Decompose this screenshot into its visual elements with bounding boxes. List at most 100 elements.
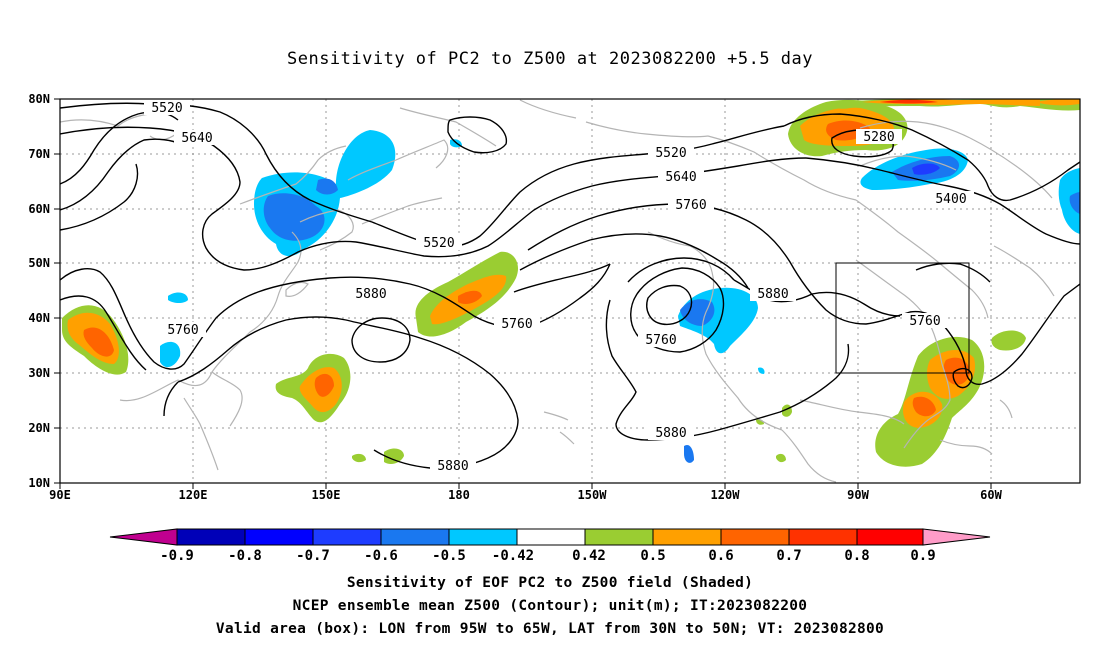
lat-label: 30N: [28, 366, 50, 380]
negative-shade-region: [160, 341, 181, 368]
colorbar-label: -0.6: [364, 548, 398, 564]
svg-text:5880: 5880: [437, 459, 468, 474]
contour-label: 5760: [668, 197, 714, 213]
positive-shade-region: [314, 373, 334, 397]
negative-shade-region: [1058, 168, 1080, 234]
lat-label: 40N: [28, 311, 50, 325]
contour-label: 5760: [638, 332, 684, 348]
svg-text:5520: 5520: [151, 101, 182, 116]
map-panel: 80N 70N 60N 50N 40N 30N 20N 10N 90E 120E…: [28, 92, 1081, 502]
contour-label: 5760: [494, 316, 540, 332]
positive-shade-region: [352, 453, 366, 463]
colorbar-segment: [244, 528, 314, 546]
negative-shade-region: [263, 193, 325, 241]
svg-text:5760: 5760: [501, 317, 532, 332]
lat-label: 10N: [28, 476, 50, 490]
contour-label: 5280: [856, 129, 902, 145]
map-frame: [59, 98, 1081, 484]
positive-shade-region: [776, 453, 786, 463]
colorbar-label: 0.42: [572, 548, 606, 564]
svg-text:5520: 5520: [423, 236, 454, 251]
colorbar-segment: [176, 528, 246, 546]
colorbar-label: -0.5: [432, 548, 466, 564]
colorbar-segment: [516, 528, 586, 546]
negative-shade-region: [758, 367, 765, 374]
positive-shade-region: [458, 290, 482, 304]
colorbar-label: 0.9: [910, 548, 935, 564]
contour-label: 5520: [144, 100, 190, 116]
contour-label: 5760: [160, 322, 206, 338]
lon-label: 120E: [179, 488, 208, 502]
negative-shade-region: [684, 444, 694, 463]
positive-shade-region: [991, 330, 1026, 351]
contour-label: 5640: [174, 130, 220, 146]
colorbar: -0.9 -0.8 -0.7 -0.6 -0.5 -0.42 0.42 0.5 …: [109, 528, 991, 564]
caption-line-3: Valid area (box): LON from 95W to 65W, L…: [215, 621, 885, 637]
contour-label: 5880: [430, 458, 476, 474]
map-title: Sensitivity of PC2 to Z500 at 2023082200…: [286, 49, 813, 69]
colorbar-label: 0.5: [640, 548, 665, 564]
colorbar-segment: [856, 528, 924, 546]
svg-text:5880: 5880: [757, 287, 788, 302]
colorbar-label: 0.6: [708, 548, 733, 564]
positive-shade-region: [880, 99, 938, 104]
svg-text:5760: 5760: [675, 198, 706, 213]
positive-shade-region: [1036, 99, 1080, 106]
colorbar-segment: [788, 528, 858, 546]
svg-text:5520: 5520: [655, 146, 686, 161]
negative-shade-region: [912, 163, 940, 175]
lon-label: 90W: [847, 488, 869, 502]
negative-shade-region: [168, 292, 188, 303]
colorbar-segment: [720, 528, 790, 546]
lon-label: 120W: [711, 488, 741, 502]
positive-shade-region: [912, 396, 936, 417]
lat-label: 20N: [28, 421, 50, 435]
colorbar-label: -0.8: [228, 548, 262, 564]
contour-label: 5760: [902, 313, 948, 329]
contour-label: 5880: [348, 286, 394, 302]
svg-text:5640: 5640: [665, 170, 696, 185]
colorbar-segment: [380, 528, 450, 546]
valid-area-box: [835, 262, 970, 374]
colorbar-segment: [448, 528, 518, 546]
lon-label: 150E: [312, 488, 341, 502]
lat-label: 50N: [28, 256, 50, 270]
contour-label: 5520: [648, 145, 694, 161]
contour-label: 5400: [928, 191, 974, 207]
contour-label: 5520: [416, 235, 462, 251]
colorbar-label: 0.8: [844, 548, 869, 564]
colorbar-label: -0.7: [296, 548, 330, 564]
negative-shade-region: [1069, 192, 1080, 214]
lat-label: 70N: [28, 147, 50, 161]
colorbar-segment: [312, 528, 382, 546]
negative-shade-region: [316, 178, 338, 195]
colorbar-segment: [652, 528, 722, 546]
svg-text:5280: 5280: [863, 130, 894, 145]
positive-shade-region: [943, 357, 970, 385]
negative-shade-region: [680, 299, 715, 326]
colorbar-label: -0.42: [492, 548, 534, 564]
colorbar-low-arrow: [109, 528, 178, 546]
colorbar-segment: [584, 528, 654, 546]
lat-label: 60N: [28, 202, 50, 216]
colorbar-label: -0.9: [160, 548, 194, 564]
caption-line-2: NCEP ensemble mean Z500 (Contour); unit(…: [292, 598, 808, 614]
caption-line-1: Sensitivity of EOF PC2 to Z500 field (Sh…: [346, 575, 754, 591]
svg-text:5760: 5760: [167, 323, 198, 338]
colorbar-label: 0.7: [776, 548, 801, 564]
lat-label: 80N: [28, 92, 50, 106]
svg-text:5640: 5640: [181, 131, 212, 146]
svg-text:5880: 5880: [655, 426, 686, 441]
positive-shade-region: [384, 448, 404, 464]
svg-text:5760: 5760: [645, 333, 676, 348]
contour-label: 5880: [648, 425, 694, 441]
lon-label: 180: [448, 488, 470, 502]
positive-shade-region: [83, 327, 114, 357]
svg-text:5400: 5400: [935, 192, 966, 207]
contour-label: 5640: [658, 169, 704, 185]
svg-text:5760: 5760: [909, 314, 940, 329]
colorbar-high-arrow: [922, 528, 991, 546]
contour-label: 5880: [750, 286, 796, 302]
svg-text:5880: 5880: [355, 287, 386, 302]
